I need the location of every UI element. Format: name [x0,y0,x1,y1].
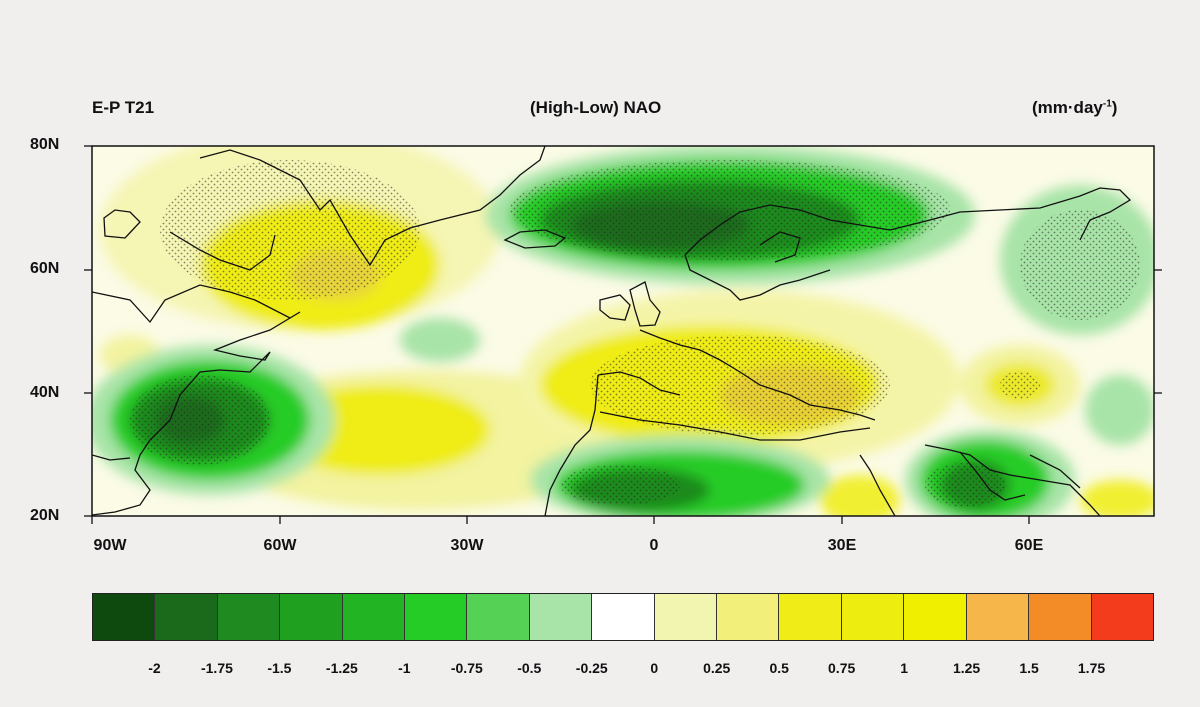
legend-tick-label: 1.5 [1019,660,1039,676]
legend-tick-label: -0.75 [450,660,483,676]
legend-tick-label: 0.25 [703,660,731,676]
lat-label-80n: 80N [30,136,60,153]
legend-swatch [1091,594,1153,640]
map-title: (High-Low) NAO [530,98,662,117]
legend-swatch [155,594,218,640]
legend-swatch [717,594,780,640]
legend-swatch [592,594,655,640]
field-label: E-P T21 [92,98,155,117]
legend-swatch [654,594,718,640]
coastlines [92,146,1132,516]
legend-swatch [217,594,281,640]
lon-label-90w: 90W [93,537,127,554]
unit-label: (mm·day-1) [1032,98,1118,117]
legend-swatch [841,594,905,640]
lon-label-30e: 30E [827,537,857,554]
legend-swatch [1029,594,1092,640]
legend-tick-label: -1.5 [267,660,292,676]
map-frame [91,145,1155,517]
legend-swatch [93,594,156,640]
legend-tick-label: -0.25 [575,660,608,676]
legend-tick-label: 1 [900,660,909,676]
legend-swatch [405,594,468,640]
lon-label-0: 0 [649,537,659,554]
lon-label-30w: 30W [450,537,484,554]
lon-label-60w: 60W [263,537,297,554]
legend-swatch [779,594,842,640]
legend-swatch [904,594,967,640]
lat-label-20n: 20N [30,507,60,524]
lat-label-60n: 60N [30,260,60,277]
legend-swatch [467,594,530,640]
legend-tick-label: -1.25 [325,660,358,676]
significance-stippling [130,160,1140,507]
axis-ticks [84,145,1162,524]
legend-tick-label: 0 [650,660,659,676]
lon-label-60e: 60E [1014,537,1044,554]
legend-tick-label: 0.5 [769,660,789,676]
legend-tick-label: 1.25 [952,660,981,676]
legend-swatch [280,594,343,640]
legend-swatch [529,594,593,640]
color-legend [92,593,1154,641]
legend-tick-label: -0.5 [517,660,542,676]
legend-tick-label: -2 [148,660,161,676]
lat-label-40n: 40N [30,384,60,401]
legend-swatch [966,594,1030,640]
map-plot-area [92,146,1154,516]
legend-swatch [342,594,406,640]
legend-tick-label: 0.75 [828,660,856,676]
legend-tick-label: 1.75 [1077,660,1106,676]
legend-tick-label: -1 [398,660,411,676]
legend-tick-label: -1.75 [200,660,233,676]
